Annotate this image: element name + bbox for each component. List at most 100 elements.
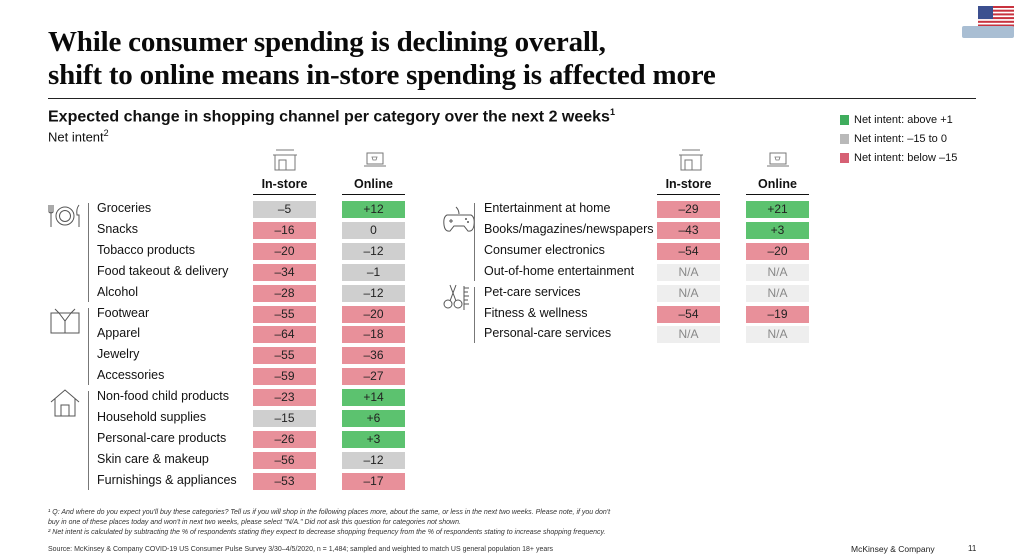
scissors-icon [443,284,469,310]
value-cell-online: –27 [342,368,405,386]
dining-icon [48,204,80,227]
row-label: Furnishings & appliances [97,472,237,487]
row-label: Non-food child products [97,389,230,404]
legend-swatch-gray [840,134,849,144]
row-label: Fitness & wellness [484,305,588,320]
value-cell-instore: N/A [657,263,720,281]
row-label: Personal-care services [484,326,612,341]
col-header-underline [657,194,720,195]
laptop-icon [767,152,789,167]
row-label: Accessories [97,368,165,383]
value-cell-instore: N/A [657,326,720,344]
house-icon [50,389,80,417]
legend-swatch-red [840,153,849,163]
row-label: Consumer electronics [484,242,605,257]
brand-name: McKinsey & Company [851,544,935,554]
row-label: Personal-care products [97,430,227,445]
value-cell-instore: –28 [253,284,316,302]
row-label: Groceries [97,201,152,215]
legend-label-green: Net intent: above +1 [854,114,953,126]
row-label: Alcohol [97,284,138,299]
col-header-underline [342,194,405,195]
footnote-1-continued: buy in one of these places today and won… [48,519,461,526]
footnote-1: ¹ Q: And where do you expect you'll buy … [48,509,611,516]
value-cell-online: 0 [342,221,405,239]
group-brace [88,307,89,386]
value-cell-online: N/A [746,284,809,302]
value-cell-instore: –56 [253,451,316,469]
value-cell-instore: –55 [253,347,316,365]
net-intent-label: Net intent2 [48,128,109,144]
gamepad-icon [443,206,475,232]
value-cell-instore: –55 [253,305,316,323]
clothing-icon [50,308,80,334]
col-header-online-left: Online [354,177,393,191]
footnote-2: ² Net intent is calculated by subtractin… [48,529,606,536]
subtitle-text: Expected change in shopping channel per … [48,108,610,126]
value-cell-instore: –59 [253,368,316,386]
title-line-1: While consumer spending is declining ove… [48,26,606,58]
legend-swatch-green [840,115,849,125]
value-cell-online: –12 [342,451,405,469]
value-cell-online: –18 [342,326,405,344]
value-cell-instore: –5 [253,201,316,218]
row-label: Pet-care services [484,284,581,299]
net-intent-text: Net intent [48,129,104,145]
value-cell-instore: –64 [253,326,316,344]
source-note: Source: McKinsey & Company COVID-19 US C… [48,546,554,553]
row-label: Footwear [97,305,150,320]
value-cell-online: +6 [342,410,405,427]
value-cell-instore: –54 [657,305,720,323]
value-cell-online: +21 [746,201,809,218]
net-intent-footnote-ref: 2 [103,128,109,138]
flag-tag [962,26,1014,38]
value-cell-online: –1 [342,263,405,281]
group-brace [474,203,475,281]
value-cell-instore: –29 [657,201,720,218]
row-label: Food takeout & delivery [97,263,229,278]
row-label: Snacks [97,221,138,236]
value-cell-online: +12 [342,201,405,218]
value-cell-instore: N/A [657,284,720,302]
value-cell-online: –12 [342,242,405,260]
value-cell-online: +3 [746,221,809,239]
value-cell-online: +14 [342,389,405,407]
value-cell-online: N/A [746,263,809,281]
value-cell-instore: –15 [253,410,316,427]
group-brace [474,286,475,344]
title-divider [48,98,976,99]
value-cell-online: –19 [746,305,809,323]
row-label: Apparel [97,326,141,341]
col-header-instore-right: In-store [665,177,712,191]
value-cell-online: N/A [746,326,809,344]
store-icon [679,149,703,171]
col-header-online-right: Online [758,177,797,191]
value-cell-online: –20 [342,305,405,323]
row-label: Skin care & makeup [97,451,209,466]
value-cell-instore: –23 [253,389,316,407]
legend-label-red: Net intent: below –15 [854,152,958,164]
row-label: Books/magazines/newspapers [484,221,654,236]
page-title: While consumer spending is declining ove… [48,26,716,92]
chart-subtitle: Expected change in shopping channel per … [48,107,615,126]
value-cell-online: –12 [342,284,405,302]
value-cell-online: +3 [342,430,405,448]
value-cell-instore: –34 [253,263,316,281]
subtitle-footnote-ref: 1 [609,107,615,117]
group-brace [88,203,89,302]
row-label: Out-of-home entertainment [484,263,635,278]
laptop-icon [364,152,386,167]
row-label: Household supplies [97,410,207,424]
row-label: Jewelry [97,347,140,362]
store-icon [273,149,297,171]
value-cell-instore: –26 [253,430,316,448]
group-brace [88,391,89,490]
legend-label-gray: Net intent: –15 to 0 [854,133,947,145]
value-cell-instore: –54 [657,242,720,260]
col-header-underline [746,194,809,195]
row-label: Entertainment at home [484,201,611,215]
col-header-underline [253,194,316,195]
value-cell-online: –20 [746,242,809,260]
row-label: Tobacco products [97,242,195,257]
value-cell-instore: –16 [253,221,316,239]
